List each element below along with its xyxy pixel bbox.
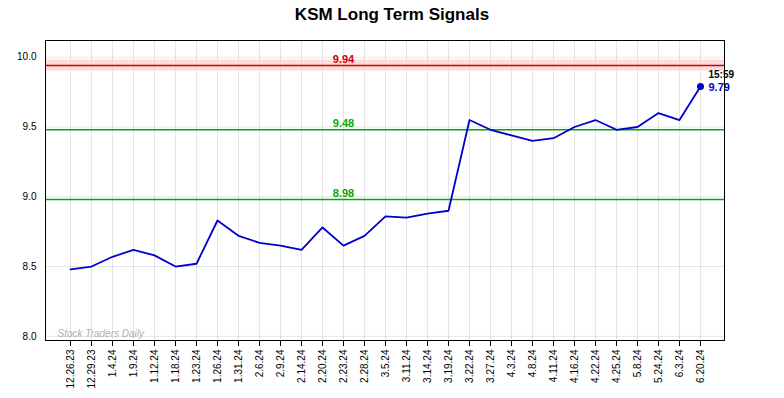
svg-text:2.6.24: 2.6.24 bbox=[254, 349, 265, 377]
svg-text:1.23.24: 1.23.24 bbox=[191, 349, 202, 383]
svg-text:1.12.24: 1.12.24 bbox=[149, 349, 160, 383]
svg-text:8.0: 8.0 bbox=[23, 331, 37, 342]
svg-text:1.4.24: 1.4.24 bbox=[107, 349, 118, 377]
svg-text:9.94: 9.94 bbox=[333, 53, 355, 65]
svg-text:2.28.24: 2.28.24 bbox=[359, 349, 370, 383]
svg-text:8.5: 8.5 bbox=[23, 261, 37, 272]
svg-text:3.11.24: 3.11.24 bbox=[401, 349, 412, 382]
svg-text:9.5: 9.5 bbox=[23, 121, 37, 132]
svg-text:10.0: 10.0 bbox=[17, 51, 37, 62]
svg-text:12.29.23: 12.29.23 bbox=[86, 349, 97, 388]
svg-text:5.24.24: 5.24.24 bbox=[653, 349, 664, 383]
svg-text:12.26.23: 12.26.23 bbox=[65, 349, 76, 388]
svg-text:9.48: 9.48 bbox=[333, 117, 354, 129]
svg-text:3.5.24: 3.5.24 bbox=[380, 349, 391, 377]
svg-text:4.11.24: 4.11.24 bbox=[548, 349, 559, 382]
svg-text:4.3.24: 4.3.24 bbox=[506, 349, 517, 377]
svg-text:Stock Traders Daily: Stock Traders Daily bbox=[58, 328, 146, 339]
svg-text:4.8.24: 4.8.24 bbox=[527, 349, 538, 377]
svg-text:15:59: 15:59 bbox=[709, 69, 735, 80]
svg-text:8.98: 8.98 bbox=[333, 187, 354, 199]
svg-text:1.26.24: 1.26.24 bbox=[212, 349, 223, 383]
svg-text:4.22.24: 4.22.24 bbox=[590, 349, 601, 383]
svg-text:6.20.24: 6.20.24 bbox=[695, 349, 706, 383]
svg-text:1.18.24: 1.18.24 bbox=[170, 349, 181, 383]
svg-text:1.9.24: 1.9.24 bbox=[128, 349, 139, 377]
svg-text:2.14.24: 2.14.24 bbox=[296, 349, 307, 383]
svg-text:9.79: 9.79 bbox=[709, 81, 730, 93]
svg-text:1.31.24: 1.31.24 bbox=[233, 349, 244, 383]
svg-text:3.14.24: 3.14.24 bbox=[422, 349, 433, 383]
svg-text:2.20.24: 2.20.24 bbox=[317, 349, 328, 383]
svg-text:4.16.24: 4.16.24 bbox=[569, 349, 580, 383]
html-text:KSM Long Term Signals: KSM Long Term Signals bbox=[294, 5, 490, 24]
svg-text:3.22.24: 3.22.24 bbox=[464, 349, 475, 383]
svg-text:4.25.24: 4.25.24 bbox=[611, 349, 622, 383]
svg-text:2.23.24: 2.23.24 bbox=[338, 349, 349, 383]
svg-text:2.9.24: 2.9.24 bbox=[275, 349, 286, 377]
svg-text:3.19.24: 3.19.24 bbox=[443, 349, 454, 383]
svg-text:3.27.24: 3.27.24 bbox=[485, 349, 496, 383]
svg-text:6.3.24: 6.3.24 bbox=[674, 349, 685, 377]
svg-text:5.8.24: 5.8.24 bbox=[632, 349, 643, 377]
svg-text:9.0: 9.0 bbox=[23, 191, 37, 202]
